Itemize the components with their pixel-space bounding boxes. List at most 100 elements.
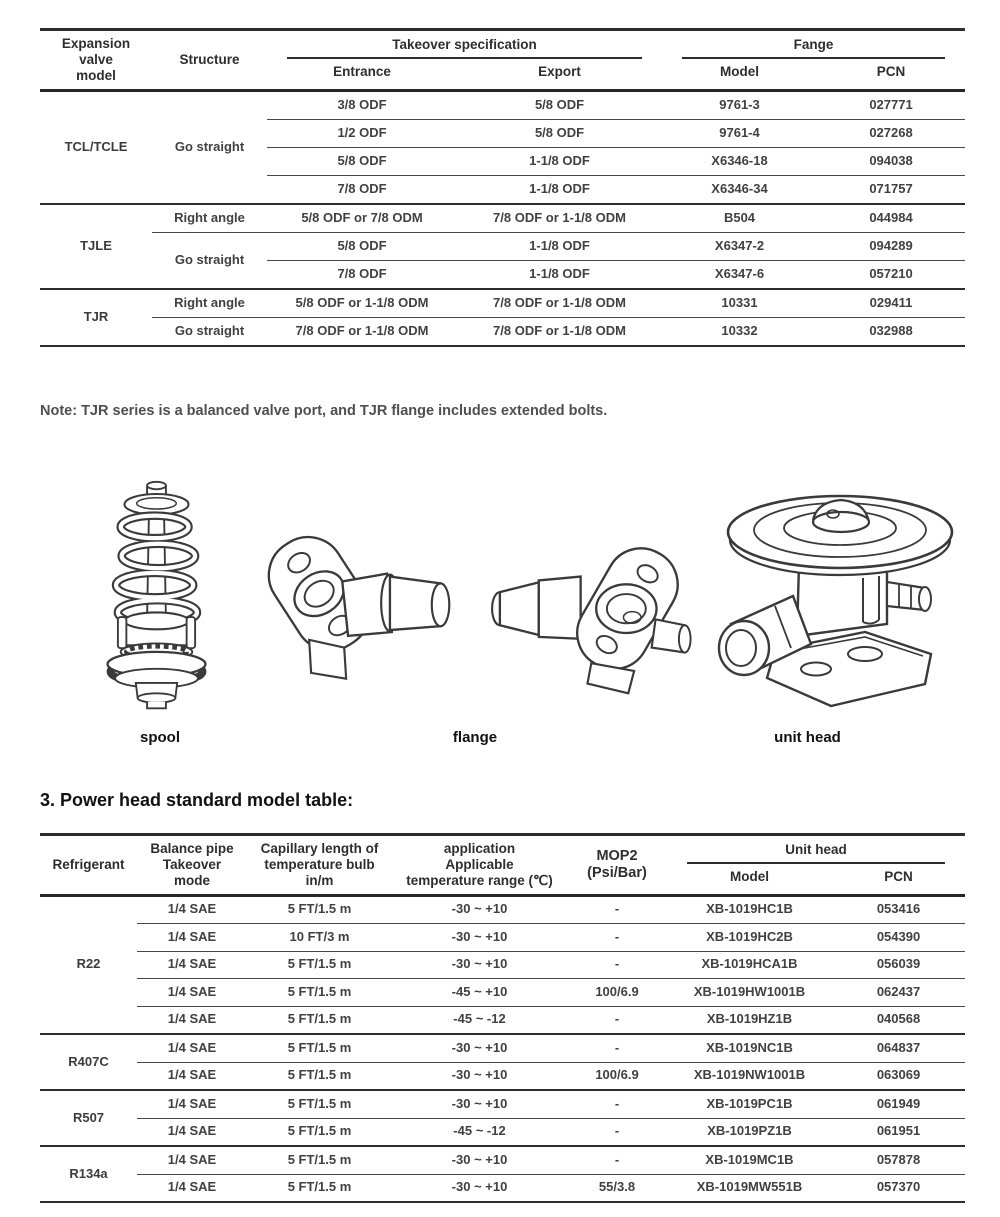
flange-model-cell: 10331 xyxy=(662,287,817,318)
unit-head-header-label: Unit head xyxy=(687,836,946,864)
mop2-cell: - xyxy=(567,1089,667,1119)
capillary-cell: 5 FT/1.5 m xyxy=(247,1173,392,1203)
capillary-cell: 5 FT/1.5 m xyxy=(247,1145,392,1175)
balance-pipe-cell: 1/4 SAE xyxy=(137,950,247,979)
unit-model-cell: XB-1019HZ1B xyxy=(667,1005,832,1035)
valve-model-cell: TJR xyxy=(40,287,152,346)
export-cell: 5/8 ODF xyxy=(457,118,662,148)
pcn-cell: 063069 xyxy=(832,1061,966,1091)
balance-pipe-cell: 1/4 SAE xyxy=(137,1089,247,1119)
refrigerant-cell: R507 xyxy=(40,1089,137,1147)
table-row: Go straight 5/8 ODF 1-1/8 ODF X6347-2 094289 xyxy=(40,231,966,289)
table-row: 1/4 SAE 5 FT/1.5 m -45 ~ -12- XB-1019HZ1B 04… xyxy=(40,1005,966,1035)
unit-model-cell: XB-1019MW551B xyxy=(667,1173,832,1203)
unit-model-cell: XB-1019PZ1B xyxy=(667,1117,832,1147)
temp-range-cell: -45 ~ -12 xyxy=(392,1117,567,1147)
pcn-cell: 071757 xyxy=(817,174,966,204)
flange-figure xyxy=(245,525,710,710)
flange-model-cell: 9761-3 xyxy=(719,96,760,112)
temp-range-cell: -30 ~ +10 xyxy=(392,1089,567,1119)
valve-model-cell: TCL/TCLE xyxy=(64,138,128,154)
pcn-cell: 057210 xyxy=(817,259,966,289)
table-row: R507 1/4 SAE 5 FT/1.5 m -30 ~ +10- XB-1019PC… xyxy=(40,1089,966,1147)
flange-model-cell: X6346-34 xyxy=(662,174,817,204)
col-header-expansion-valve-model: Expansion valve model xyxy=(61,36,131,83)
unit-model-cell: XB-1019NC1B xyxy=(667,1033,832,1063)
col-header-application-temp-range: application Applicable temperature range… xyxy=(406,841,553,888)
table-row: 1/4 SAE 5 FT/1.5 m -45 ~ -12- XB-1019PZ1B 06… xyxy=(40,1117,966,1147)
table-row: 7/8 ODF 1-1/8 ODF X6347-6 057210 xyxy=(40,259,966,289)
flange-model-cell: X6347-2 xyxy=(662,231,817,261)
table-row: 5/8 ODF 1-1/8 ODF X6346-18 094038 xyxy=(40,146,966,176)
col-header-unit-head: Unit head xyxy=(667,835,965,864)
capillary-cell: 5 FT/1.5 m xyxy=(247,1089,392,1119)
power-head-table: Refrigerant Balance pipe Takeover mode C… xyxy=(40,833,966,1204)
flange-label: flange xyxy=(452,729,498,746)
refrigerant-cell: R22 xyxy=(76,956,101,972)
capillary-cell: 5 FT/1.5 m xyxy=(247,950,392,979)
structure-cell: Go straight xyxy=(174,138,245,154)
table-row: TJLE Right angle 5/8 ODF or 7/8 ODM 7/8 ODF… xyxy=(40,202,966,289)
entrance-cell: 5/8 ODF or 7/8 ODM xyxy=(267,202,457,233)
flange-model-cell: 10332 xyxy=(662,316,817,346)
pcn-cell: 062437 xyxy=(832,978,966,1007)
spool-drawing-icon xyxy=(106,480,207,710)
temp-range-cell: -30 ~ +10 xyxy=(392,1061,567,1091)
pcn-cell: 094038 xyxy=(817,146,966,176)
table-row: 1/4 SAE 5 FT/1.5 m -45 ~ +10 100/6.9 XB-1019… xyxy=(40,978,966,1007)
mop2-cell: 55/3.8 xyxy=(567,1173,667,1203)
entrance-cell: 5/8 ODF xyxy=(267,146,457,176)
unit-head-figure xyxy=(713,482,965,722)
note-text: Note: TJR series is a balanced valve por… xyxy=(40,403,608,419)
temp-range-cell: -45 ~ -12 xyxy=(392,1005,567,1035)
col-header-export: Export xyxy=(538,64,581,80)
col-header-balance-pipe: Balance pipe Takeover mode xyxy=(150,841,234,888)
temp-range-cell: -30 ~ +10 xyxy=(451,901,508,917)
takeover-spec-table-header: Expansion valve model Structure Takeover… xyxy=(40,30,966,91)
unit-model-cell: XB-1019PC1B xyxy=(667,1089,832,1119)
col-header-unit-model: Model xyxy=(730,869,769,885)
unit-head-drawing-icon xyxy=(717,494,954,708)
balance-pipe-cell: 1/4 SAE xyxy=(137,1145,247,1175)
mop2-cell: 100/6.9 xyxy=(567,1061,667,1091)
table-row: R22 1/4 SAE 5 FT/1.5 m -30 ~ +10- XB-1019HC1… xyxy=(40,895,965,971)
col-header-structure: Structure xyxy=(179,52,240,67)
structure-cell: Right angle xyxy=(152,287,267,318)
table-row: TJR Right angle 5/8 ODF or 1-1/8 ODM 7/8 OD… xyxy=(40,287,966,346)
capillary-cell: 10 FT/3 m xyxy=(247,923,392,952)
pcn-cell: 061949 xyxy=(832,1089,966,1119)
unit-model-cell: XB-1019HC2B xyxy=(667,923,832,952)
balance-pipe-cell: 1/4 SAE xyxy=(137,1173,247,1203)
mop2-cell: - xyxy=(567,923,667,952)
pcn-cell: 032988 xyxy=(817,316,966,346)
unit-model-cell: XB-1019MC1B xyxy=(667,1145,832,1175)
table-row: R134a 1/4 SAE 5 FT/1.5 m -30 ~ +10- XB-1019M… xyxy=(40,1145,966,1203)
temp-range-cell: -30 ~ +10 xyxy=(392,923,567,952)
table-row: 1/4 SAE 5 FT/1.5 m -30 ~ +10 55/3.8 XB-1019M… xyxy=(40,1173,966,1203)
col-header-takeover-specification: Takeover specification xyxy=(267,30,662,59)
flange-model-cell: X6347-6 xyxy=(662,259,817,289)
pcn-cell: 094289 xyxy=(817,231,966,261)
balance-pipe-cell: 1/4 SAE xyxy=(137,1005,247,1035)
balance-pipe-cell: 1/4 SAE xyxy=(167,901,217,917)
unit-head-label: unit head xyxy=(774,729,841,746)
temp-range-cell: -30 ~ +10 xyxy=(392,1033,567,1063)
flange-model-cell: B504 xyxy=(662,202,817,233)
unit-model-cell: XB-1019HC1B xyxy=(706,901,793,917)
capillary-cell: 5 FT/1.5 m xyxy=(247,1117,392,1147)
structure-cell: Go straight xyxy=(152,316,267,346)
takeover-spec-table: Expansion valve model Structure Takeover… xyxy=(40,28,966,347)
export-cell: 1-1/8 ODF xyxy=(457,146,662,176)
table-row: 7/8 ODF 1-1/8 ODF X6346-34 071757 xyxy=(40,174,966,204)
unit-model-cell: XB-1019HCA1B xyxy=(667,950,832,979)
takeover-specification-label: Takeover specification xyxy=(287,31,642,59)
balance-pipe-cell: 1/4 SAE xyxy=(137,1033,247,1063)
valve-model-cell: TJLE xyxy=(40,202,152,289)
export-cell: 5/8 ODF xyxy=(534,96,585,112)
export-cell: 7/8 ODF or 1-1/8 ODM xyxy=(457,287,662,318)
entrance-cell: 7/8 ODF or 1-1/8 ODM xyxy=(267,316,457,346)
table-row: R407C 1/4 SAE 5 FT/1.5 m -30 ~ +10- XB-1019N… xyxy=(40,1033,966,1091)
col-header-flange-pcn: PCN xyxy=(876,64,906,80)
capillary-cell: 5 FT/1.5 m xyxy=(247,978,392,1007)
